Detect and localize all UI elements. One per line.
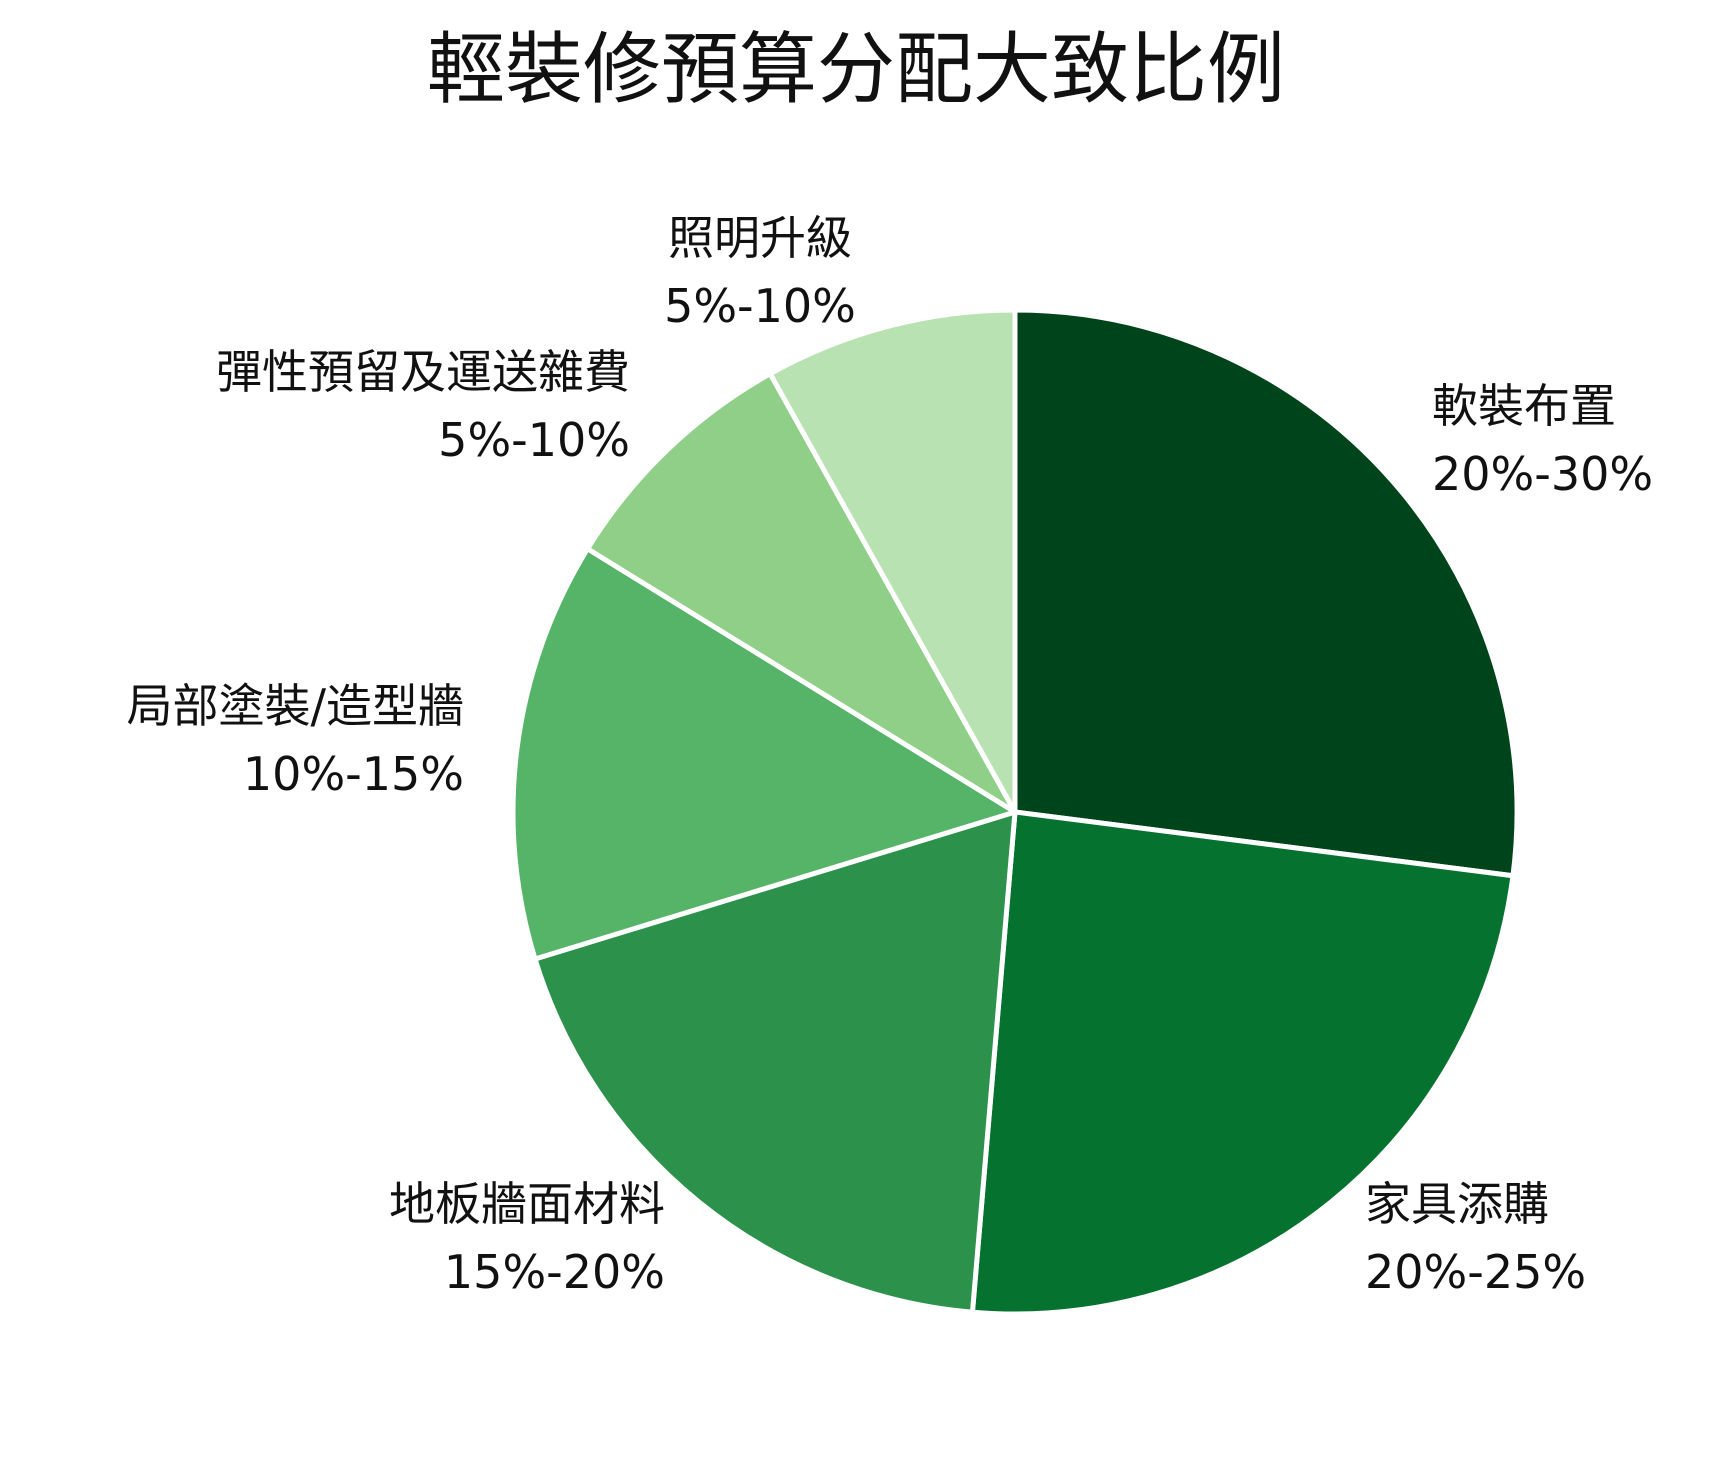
slice-name: 局部塗裝/造型牆 (126, 679, 465, 733)
pie-slice-furniture (969, 809, 1516, 1317)
slice-name: 彈性預留及運送雜費 (216, 345, 630, 399)
slice-label-floor-wall-material: 地板牆面材料 15%-20% (389, 1170, 665, 1306)
pie-slice-reserve-misc (585, 371, 1018, 815)
slice-range: 20%-25% (1365, 1245, 1587, 1299)
slice-range: 15%-20% (443, 1245, 665, 1299)
slice-label-reserve-misc: 彈性預留及運送雜費 5%-10% (216, 338, 630, 474)
slice-label-feature-wall: 局部塗裝/造型牆 10%-15% (127, 672, 465, 808)
slice-range: 20%-30% (1432, 447, 1654, 501)
slice-range: 10%-15% (242, 747, 464, 801)
slice-range: 5%-10% (664, 279, 856, 333)
pie-slice-feature-wall (510, 546, 1018, 962)
pie-slice-floor-wall-material (532, 809, 1018, 1315)
slice-name: 地板牆面材料 (389, 1177, 665, 1231)
slice-name: 軟裝布置 (1432, 379, 1616, 433)
slice-range: 5%-10% (438, 413, 630, 467)
slice-name: 照明升級 (668, 211, 852, 265)
pie-slice-lighting (767, 307, 1018, 815)
slice-label-soft-furnishing: 軟裝布置 20%-30% (1432, 372, 1653, 508)
slice-name: 家具添購 (1365, 1177, 1549, 1231)
pie-slice-soft-furnishing (1012, 307, 1520, 879)
slice-label-lighting: 照明升級 5%-10% (640, 204, 880, 340)
chart-title: 輕裝修預算分配大致比例 (426, 25, 1285, 115)
slice-label-furniture: 家具添購 20%-25% (1365, 1170, 1586, 1306)
